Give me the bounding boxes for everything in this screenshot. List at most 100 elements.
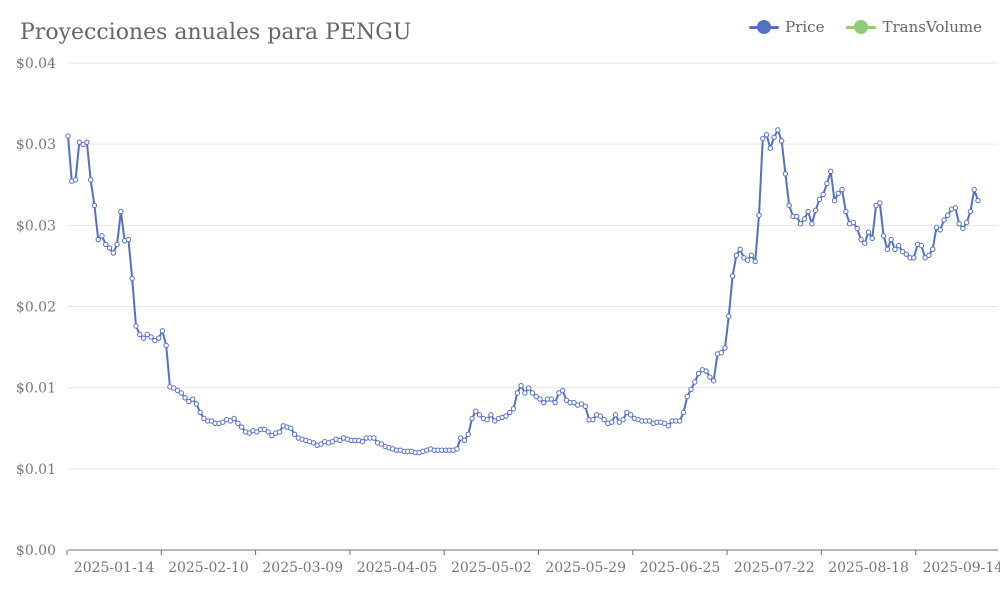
price-point — [609, 419, 615, 425]
price-point — [937, 227, 943, 233]
price-point — [971, 186, 977, 193]
price-point — [805, 208, 811, 215]
price-point — [144, 331, 150, 338]
price-point — [858, 236, 864, 243]
price-point — [288, 425, 294, 431]
price-point — [174, 387, 181, 394]
legend-item-price[interactable]: Price — [749, 18, 824, 36]
price-point — [646, 418, 653, 424]
price-point — [261, 426, 268, 433]
legend-item-transvolume[interactable]: TransVolume — [846, 18, 982, 36]
price-point — [741, 255, 747, 261]
price-point — [620, 417, 626, 423]
price-point — [522, 390, 528, 396]
price-point — [967, 208, 974, 215]
price-point — [794, 213, 800, 220]
x-tick-label: 2025-05-29 — [545, 560, 626, 576]
y-tick-label: $0.04 — [16, 56, 56, 72]
price-point — [171, 385, 177, 391]
price-point — [820, 191, 826, 198]
price-point — [106, 245, 113, 251]
price-point — [952, 205, 959, 211]
price-point — [778, 138, 785, 144]
price-point — [692, 379, 698, 385]
price-point — [752, 258, 758, 265]
price-point — [824, 180, 830, 187]
price-point — [899, 249, 906, 255]
price-point — [960, 225, 966, 232]
price-point — [178, 390, 184, 396]
price-point — [612, 412, 619, 418]
price-point — [896, 242, 902, 249]
price-point — [118, 208, 124, 215]
price-point — [514, 390, 521, 396]
price-point — [552, 399, 558, 406]
price-point — [782, 171, 789, 177]
price-point — [771, 134, 777, 140]
price-point — [152, 337, 158, 344]
price-point — [65, 133, 71, 139]
price-point — [801, 216, 808, 222]
price-point — [786, 202, 792, 209]
price-point — [911, 255, 917, 261]
x-tick-label: 2025-07-22 — [734, 560, 815, 576]
legend-swatch-price-icon — [749, 20, 780, 34]
x-tick-label: 2025-08-18 — [828, 560, 909, 576]
price-point — [797, 221, 804, 227]
legend[interactable]: Price TransVolume — [749, 18, 982, 36]
price-point — [941, 217, 947, 223]
price-point — [163, 342, 169, 349]
price-point — [703, 368, 709, 374]
price-point — [556, 390, 562, 396]
price-point — [929, 246, 936, 252]
price-series-line — [67, 128, 979, 454]
x-tick-label: 2025-06-25 — [640, 560, 721, 576]
x-tick-label: 2025-09-14 — [922, 560, 1000, 576]
price-point — [718, 350, 724, 356]
price-point — [291, 431, 298, 438]
price-point — [880, 233, 887, 239]
legend-swatch-transvolume-icon — [846, 20, 877, 34]
x-tick-label: 2025-03-09 — [262, 560, 343, 576]
price-point — [371, 435, 377, 441]
price-point — [318, 441, 324, 447]
price-point — [839, 186, 845, 193]
price-point — [269, 432, 275, 439]
x-tick-label: 2025-04-05 — [357, 560, 438, 576]
price-point — [133, 323, 139, 329]
price-point — [975, 197, 981, 204]
price-point — [729, 273, 736, 279]
price-point — [677, 418, 683, 424]
price-point — [140, 335, 147, 341]
price-point — [733, 252, 740, 259]
price-point — [310, 440, 317, 446]
price-point — [835, 190, 841, 196]
price-point — [503, 413, 509, 419]
price-point — [159, 328, 166, 334]
price-point — [87, 177, 94, 183]
price-point — [227, 418, 234, 424]
price-point — [359, 438, 366, 445]
price-point — [726, 313, 732, 319]
price-point — [510, 406, 517, 412]
price-point — [601, 417, 607, 423]
price-point — [850, 219, 857, 226]
price-point — [80, 141, 86, 148]
price-point — [945, 212, 951, 218]
y-tick-label: $0.01 — [16, 381, 56, 397]
price-point — [201, 415, 207, 422]
price-point — [665, 423, 672, 429]
price-point — [756, 212, 762, 218]
price-point — [193, 401, 200, 407]
price-point — [548, 396, 555, 402]
price-point — [197, 409, 203, 416]
price-point — [843, 208, 849, 215]
y-tick-label: $0.00 — [16, 543, 56, 559]
y-tick-label: $0.01 — [16, 462, 56, 478]
price-point — [578, 401, 585, 407]
price-point — [99, 233, 105, 239]
price-point — [95, 236, 101, 243]
price-point — [695, 370, 702, 377]
price-point — [110, 250, 117, 256]
